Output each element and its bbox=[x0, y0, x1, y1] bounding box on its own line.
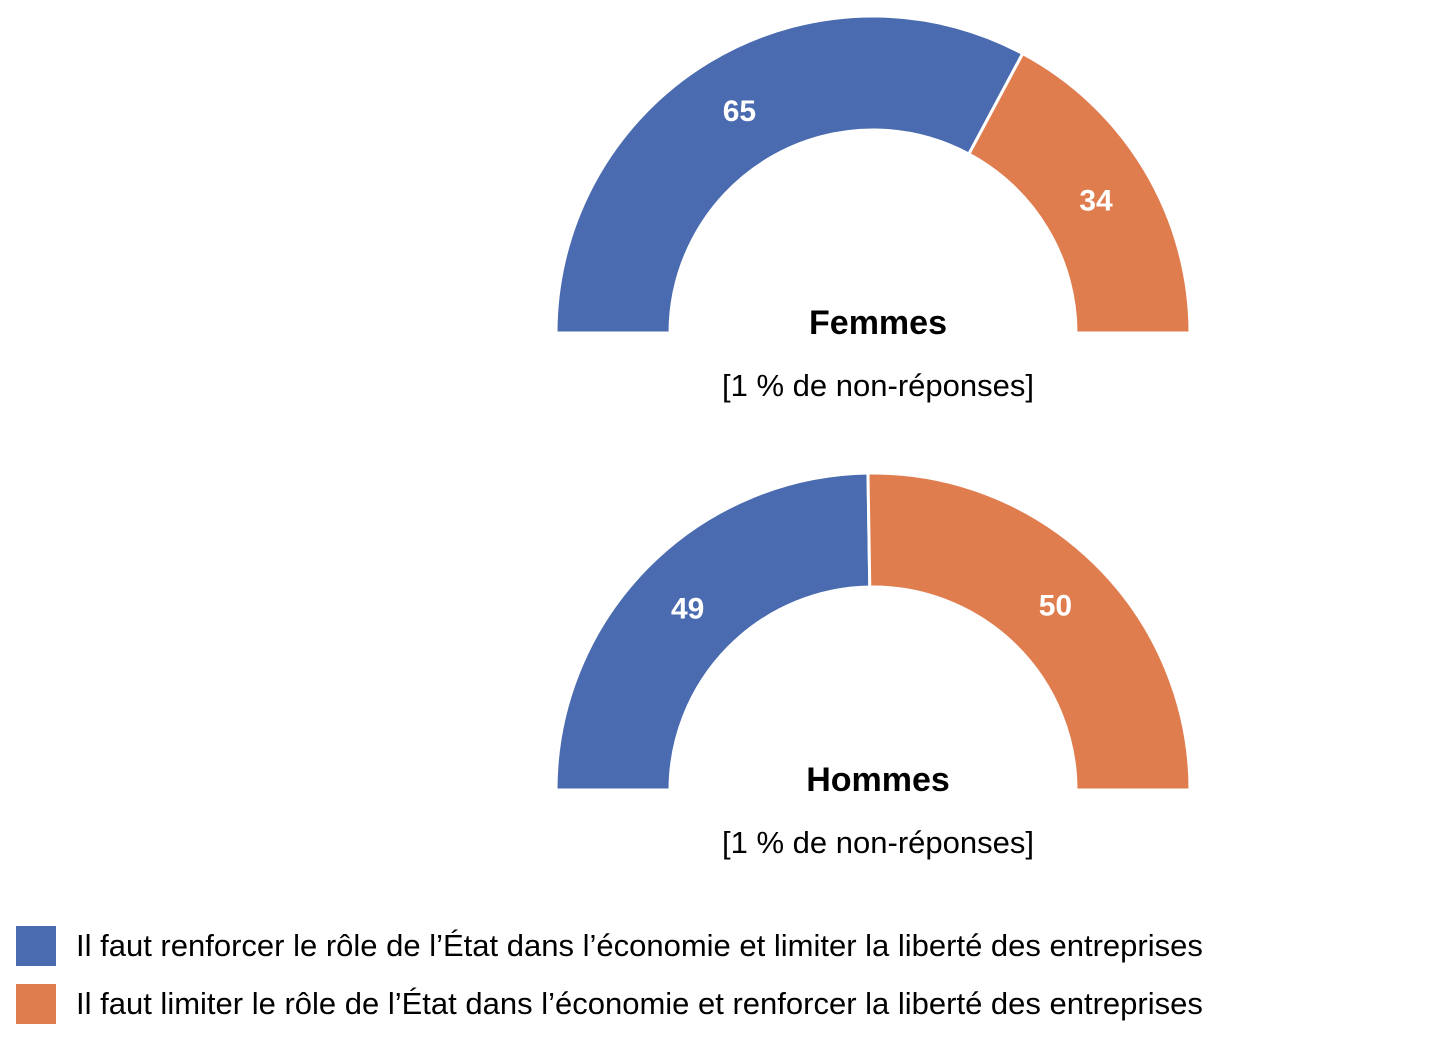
legend-label: Il faut renforcer le rôle de l’État dans… bbox=[76, 928, 1203, 963]
data-label: 49 bbox=[671, 593, 704, 626]
legend-swatch-renforcer-etat bbox=[16, 926, 56, 966]
gauge-subtitle: [1 % de non-réponses] bbox=[722, 368, 1034, 403]
legend-label: Il faut limiter le rôle de l’État dans l… bbox=[76, 986, 1203, 1021]
gauge-segment bbox=[554, 14, 1025, 335]
gauge-segment bbox=[554, 471, 872, 792]
data-label: 34 bbox=[1079, 184, 1113, 217]
gauge-title: Femmes bbox=[809, 304, 947, 342]
gauge-segment bbox=[866, 471, 1192, 792]
legend: Il faut renforcer le rôle de l’État dans… bbox=[16, 926, 1203, 1042]
legend-item: Il faut renforcer le rôle de l’État dans… bbox=[16, 926, 1203, 966]
data-label: 65 bbox=[723, 95, 756, 128]
gauge-title: Hommes bbox=[806, 761, 950, 799]
data-label: 50 bbox=[1039, 590, 1072, 623]
gauge-segment bbox=[966, 51, 1192, 335]
legend-item: Il faut limiter le rôle de l’État dans l… bbox=[16, 984, 1203, 1024]
gauge-femmes: 65 34 Femmes [1 % de non-réponses] bbox=[554, 14, 1192, 403]
legend-swatch-limiter-etat bbox=[16, 984, 56, 1024]
gauge-subtitle: [1 % de non-réponses] bbox=[722, 825, 1034, 860]
gauge-hommes: 49 50 Hommes [1 % de non-réponses] bbox=[554, 471, 1192, 860]
